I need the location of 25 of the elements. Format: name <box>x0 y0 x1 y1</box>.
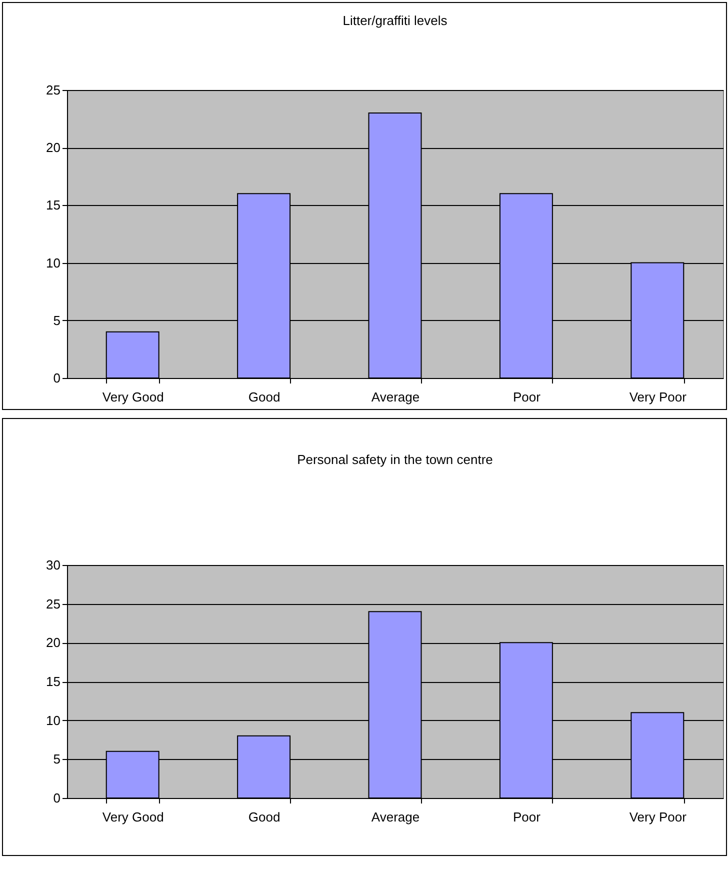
y-tick-label: 0 <box>53 790 60 806</box>
y-tick-label: 25 <box>46 82 60 98</box>
y-tick-label: 20 <box>46 635 60 650</box>
y-tick-label: 25 <box>46 596 60 612</box>
x-tick-label: Poor <box>512 810 542 824</box>
x-tick-label: Very Good <box>102 810 164 824</box>
x-tick-label: Good <box>248 810 280 824</box>
y-tick-label: 30 <box>46 558 60 572</box>
x-tick-label: Very Poor <box>629 390 688 404</box>
chart-title: Personal safety in the town centre <box>297 452 493 467</box>
y-tick-label: 5 <box>53 752 60 767</box>
chart-title: Litter/graffiti levels <box>342 13 448 28</box>
y-tick-label: 10 <box>46 255 60 270</box>
x-tick-label: Average <box>371 390 420 404</box>
x-tick-label: Very Good <box>102 390 164 404</box>
y-tick-label: 15 <box>46 198 60 213</box>
y-tick-label: 20 <box>46 140 60 156</box>
x-tick-label: Average <box>371 810 420 824</box>
y-tick-label: 5 <box>53 312 60 328</box>
y-tick-label: 0 <box>53 370 60 386</box>
x-tick-label: Poor <box>512 390 542 404</box>
x-tick-label: Very Poor <box>629 810 688 824</box>
y-tick-label: 15 <box>46 674 60 689</box>
y-tick-label: 10 <box>46 712 60 728</box>
x-tick-label: Good <box>248 390 280 404</box>
